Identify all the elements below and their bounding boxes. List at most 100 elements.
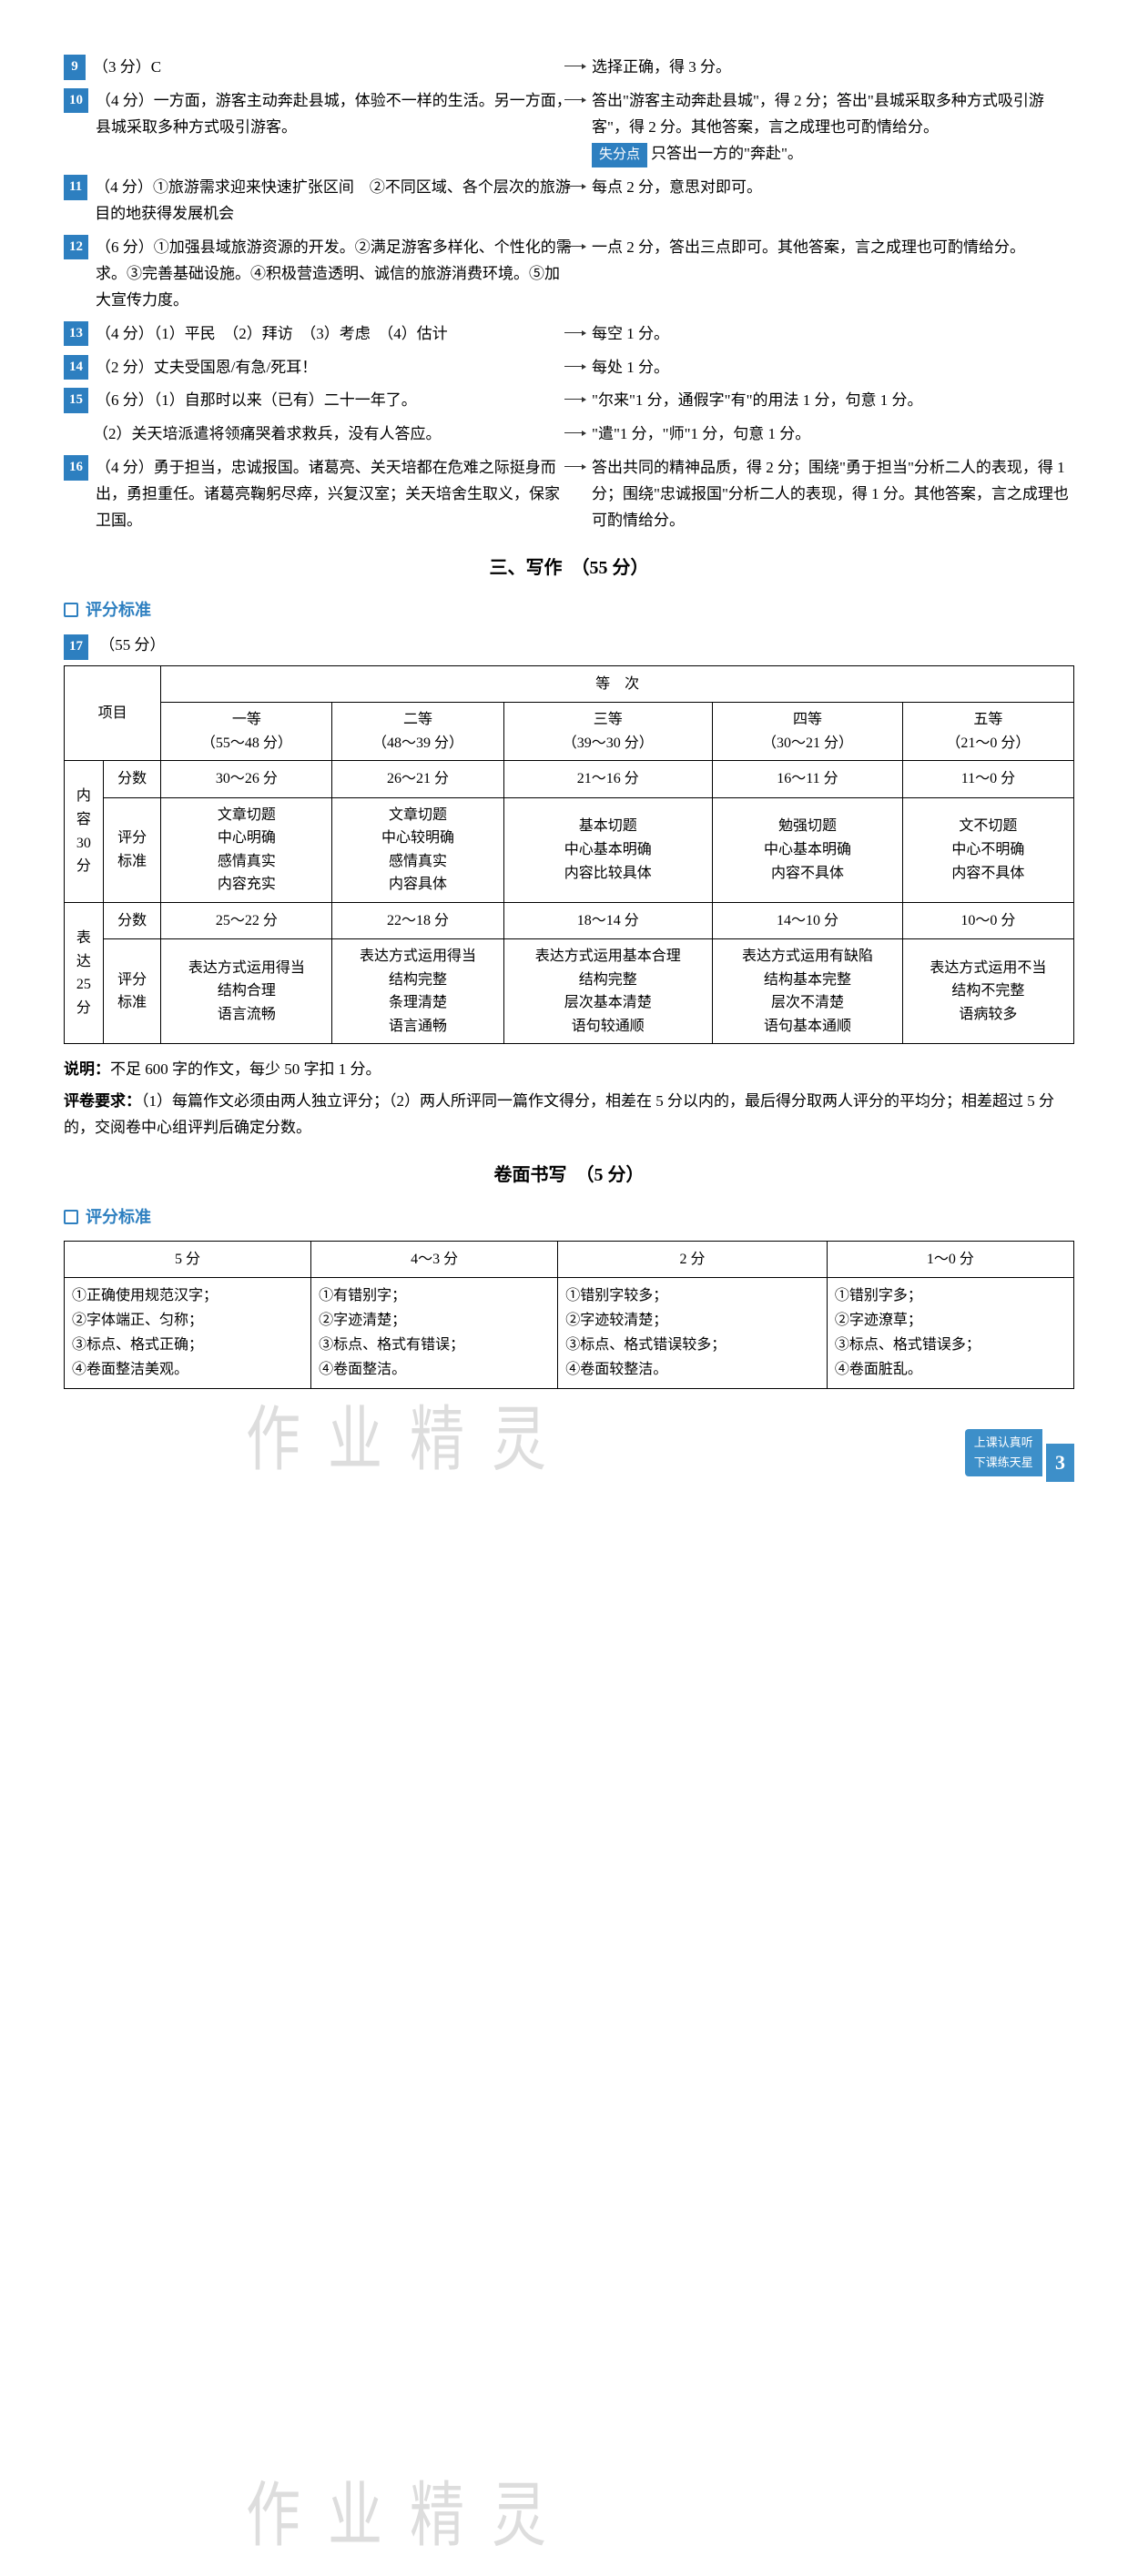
scoring-label2: 评分标准	[86, 1203, 151, 1232]
ec3: 表达方式运用有缺陷结构基本完整层次不清楚语句基本通顺	[713, 939, 903, 1044]
scoring-header: 评分标准	[64, 596, 1074, 624]
criteria-label: 评分标准	[103, 797, 161, 902]
scoring-icon	[64, 1210, 78, 1224]
es2: 18～14 分	[503, 902, 713, 938]
t2h1: 4～3 分	[311, 1241, 558, 1277]
question-14: 14 （2 分）丈夫受国恩/有急/死耳！ 每处 1 分。	[64, 355, 1074, 381]
q-num-14: 14	[64, 355, 88, 380]
cs4: 11～0 分	[902, 761, 1073, 797]
th-grade: 等 次	[161, 665, 1074, 702]
t2c00: ①正确使用规范汉字；②字体端正、匀称；③标点、格式正确；④卷面整洁美观。	[65, 1277, 311, 1388]
questions-section: 9 （3 分）C 选择正确，得 3 分。 10 （4 分）一方面，游客主动奔赴县…	[64, 55, 1074, 534]
q9-content: （3 分）C	[93, 55, 574, 81]
scoring-label: 评分标准	[86, 596, 151, 624]
arrow-icon	[564, 186, 583, 187]
t2h2: 2 分	[558, 1241, 828, 1277]
q14-note: 每处 1 分。	[592, 359, 669, 376]
t2h3: 1～0 分	[827, 1241, 1073, 1277]
question-17: 17 （55 分）	[64, 633, 1074, 660]
q10-note: 答出"游客主动奔赴县城"，得 2 分；答出"县城采取多种方式吸引游客"，得 2 …	[592, 88, 1074, 141]
score-label2: 分数	[103, 902, 161, 938]
scoring-header2: 评分标准	[64, 1203, 1074, 1232]
content-label: 内容30分	[65, 761, 104, 903]
th-g2: 二等（48～39 分）	[332, 703, 503, 761]
watermark: 作业精灵	[246, 1380, 574, 1501]
q14-content: （2 分）丈夫受国恩/有急/死耳！	[96, 355, 574, 381]
ec1: 表达方式运用得当结构完整条理清楚语言通畅	[332, 939, 503, 1044]
q-num-10: 10	[64, 88, 88, 114]
th-g4: 四等（30～21 分）	[713, 703, 903, 761]
cs2: 21～16 分	[503, 761, 713, 797]
th-project: 项目	[65, 665, 161, 760]
q16-content: （4 分）勇于担当，忠诚报国。诸葛亮、关天培都在危难之际挺身而出，勇担重任。诸葛…	[96, 455, 574, 534]
arrow-icon	[564, 466, 583, 467]
footer: 上课认真听 下课练天星 3	[965, 1429, 1074, 1482]
q-num-17: 17	[64, 634, 88, 660]
es3: 14～10 分	[713, 902, 903, 938]
footer-text: 上课认真听 下课练天星	[965, 1429, 1042, 1476]
q10-content: （4 分）一方面，游客主动奔赴县城，体验不一样的生活。另一方面，县城采取多种方式…	[96, 88, 574, 141]
th-g3: 三等（39～30 分）	[503, 703, 713, 761]
q17-points: （55 分）	[99, 636, 165, 654]
criteria-label2: 评分标准	[103, 939, 161, 1044]
scoring-table-1: 项目 等 次 一等（55～48 分） 二等（48～39 分） 三等（39～30 …	[64, 665, 1074, 1045]
cc0: 文章切题中心明确感情真实内容充实	[161, 797, 332, 902]
q16-note: 答出共同的精神品质，得 2 分；围绕"勇于担当"分析二人的表现，得 1 分；围绕…	[592, 459, 1069, 529]
es4: 10～0 分	[902, 902, 1073, 938]
q9-note: 选择正确，得 3 分。	[592, 58, 731, 76]
express-label: 表达25分	[65, 902, 104, 1044]
q15-note: "尔来"1 分，通假字"有"的用法 1 分，句意 1 分。	[592, 391, 923, 409]
cs3: 16～11 分	[713, 761, 903, 797]
arrow-icon	[564, 366, 583, 367]
question-13: 13 （4 分）（1）平民 （2）拜访 （3）考虑 （4）估计 每空 1 分。	[64, 321, 1074, 348]
watermark: 作业精灵	[246, 2455, 574, 2576]
q-num-12: 12	[64, 235, 88, 260]
cc2: 基本切题中心基本明确内容比较具体	[503, 797, 713, 902]
q-num-16: 16	[64, 455, 88, 481]
cc4: 文不切题中心不明确内容不具体	[902, 797, 1073, 902]
page-number: 3	[1046, 1444, 1074, 1481]
arrow-icon	[564, 332, 583, 333]
q-num-9: 9	[64, 55, 86, 80]
q13-note: 每空 1 分。	[592, 325, 669, 342]
scoring-table-2: 5 分 4～3 分 2 分 1～0 分 ①正确使用规范汉字；②字体端正、匀称；③…	[64, 1241, 1074, 1389]
question-15: 15 （6 分）（1）自那时以来（已有）二十一年了。 "尔来"1 分，通假字"有…	[64, 388, 1074, 414]
q15-content: （6 分）（1）自那时以来（已有）二十一年了。	[96, 388, 574, 414]
question-12: 12 （6 分）①加强县域旅游资源的开发。②满足游客多样化、个性化的需求。③完善…	[64, 235, 1074, 314]
t2c01: ①有错别字；②字迹清楚；③标点、格式有错误；④卷面整洁。	[311, 1277, 558, 1388]
q13-content: （4 分）（1）平民 （2）拜访 （3）考虑 （4）估计	[96, 321, 574, 348]
q12-note: 一点 2 分，答出三点即可。其他答案，言之成理也可酌情给分。	[592, 238, 1025, 256]
q-num-11: 11	[64, 175, 87, 200]
scoring-icon	[64, 603, 78, 617]
q-num-15: 15	[64, 388, 88, 413]
q11-note: 每点 2 分，意思对即可。	[592, 178, 762, 196]
q12-content: （6 分）①加强县域旅游资源的开发。②满足游客多样化、个性化的需求。③完善基础设…	[96, 235, 574, 314]
cs0: 30～26 分	[161, 761, 332, 797]
arrow-icon	[564, 399, 583, 400]
question-9: 9 （3 分）C 选择正确，得 3 分。	[64, 55, 1074, 81]
lose-point-tag: 失分点	[592, 143, 647, 168]
arrow-icon	[564, 432, 583, 433]
handwriting-title: 卷面书写 （5 分）	[64, 1160, 1074, 1191]
question-15b: （2）关天培派遣将领痛哭着求救兵，没有人答应。 "遣"1 分，"师"1 分，句意…	[64, 421, 1074, 448]
th-g5: 五等（21～0 分）	[902, 703, 1073, 761]
ec2: 表达方式运用基本合理结构完整层次基本清楚语句较通顺	[503, 939, 713, 1044]
question-10: 10 （4 分）一方面，游客主动奔赴县城，体验不一样的生活。另一方面，县城采取多…	[64, 88, 1074, 167]
question-11: 11 （4 分）①旅游需求迎来快速扩张区间 ②不同区域、各个层次的旅游目的地获得…	[64, 175, 1074, 228]
es0: 25～22 分	[161, 902, 332, 938]
q15-extra: （2）关天培派遣将领痛哭着求救兵，没有人答应。	[93, 421, 574, 448]
arrow-icon	[564, 99, 583, 100]
note1: 说明：不足 600 字的作文，每少 50 字扣 1 分。	[64, 1057, 1074, 1083]
ec0: 表达方式运用得当结构合理语言流畅	[161, 939, 332, 1044]
t2c02: ①错别字较多；②字迹较清楚；③标点、格式错误较多；④卷面较整洁。	[558, 1277, 828, 1388]
section3-title: 三、写作 （55 分）	[64, 553, 1074, 583]
question-16: 16 （4 分）勇于担当，忠诚报国。诸葛亮、关天培都在危难之际挺身而出，勇担重任…	[64, 455, 1074, 534]
q15-extra-note: "遣"1 分，"师"1 分，句意 1 分。	[592, 425, 810, 442]
ec4: 表达方式运用不当结构不完整语病较多	[902, 939, 1073, 1044]
arrow-icon	[564, 246, 583, 247]
t2h0: 5 分	[65, 1241, 311, 1277]
q-num-13: 13	[64, 321, 88, 347]
score-label: 分数	[103, 761, 161, 797]
q11-content: （4 分）①旅游需求迎来快速扩张区间 ②不同区域、各个层次的旅游目的地获得发展机…	[95, 175, 574, 228]
cc3: 勉强切题中心基本明确内容不具体	[713, 797, 903, 902]
